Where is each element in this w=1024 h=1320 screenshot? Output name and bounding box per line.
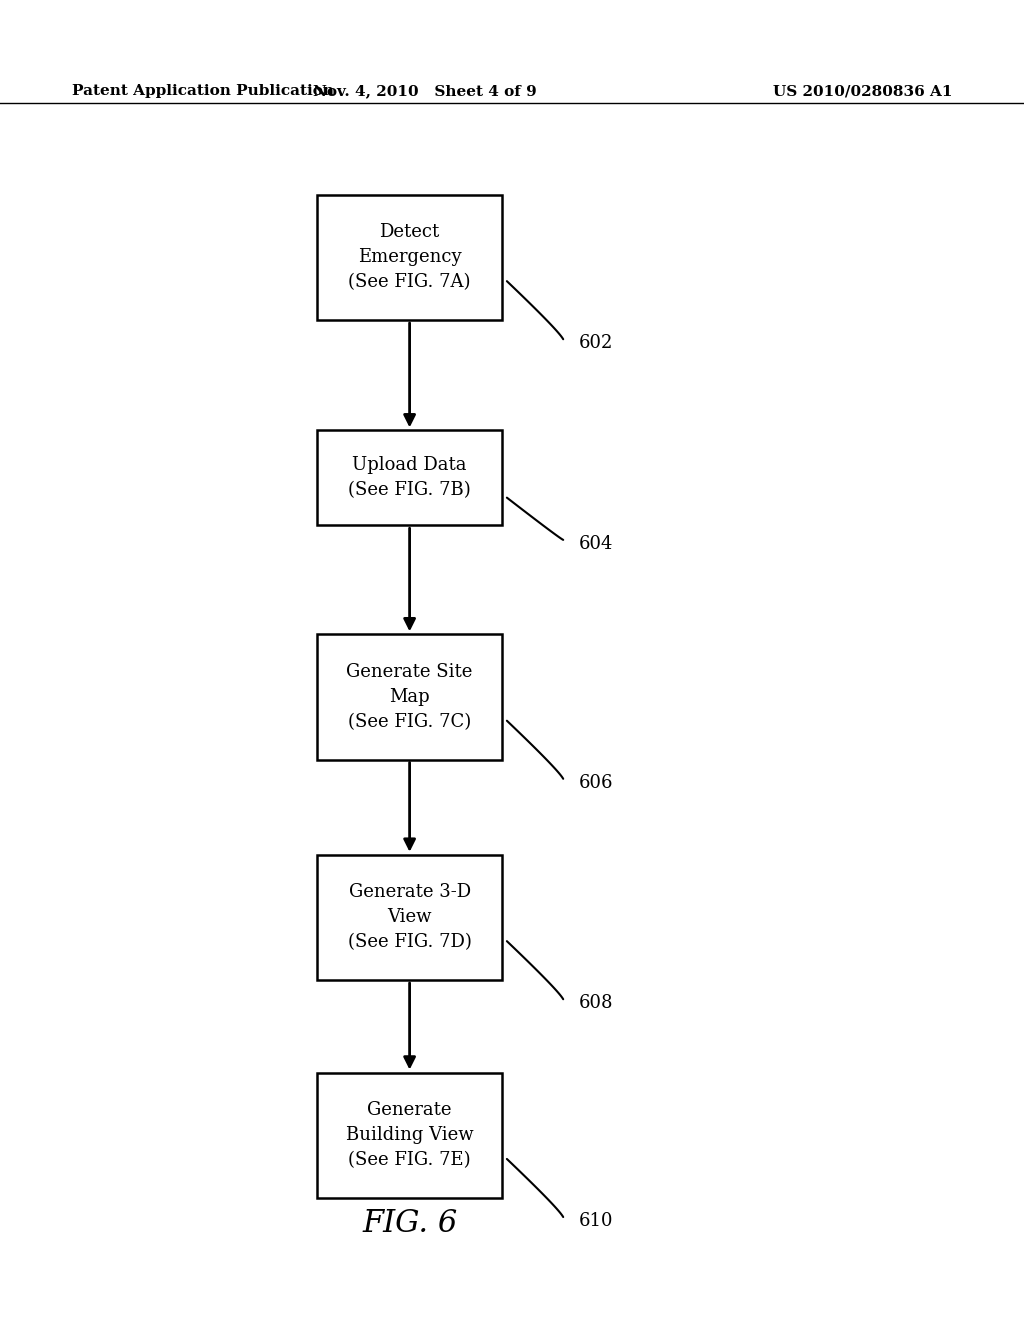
Text: Generate 3-D
View
(See FIG. 7D): Generate 3-D View (See FIG. 7D): [348, 883, 471, 952]
Text: 604: 604: [579, 535, 613, 553]
FancyBboxPatch shape: [317, 855, 502, 979]
Text: 602: 602: [579, 334, 613, 352]
Text: Generate
Building View
(See FIG. 7E): Generate Building View (See FIG. 7E): [346, 1101, 473, 1170]
FancyBboxPatch shape: [317, 635, 502, 759]
Text: Nov. 4, 2010   Sheet 4 of 9: Nov. 4, 2010 Sheet 4 of 9: [313, 84, 537, 98]
FancyBboxPatch shape: [317, 195, 502, 319]
Text: Patent Application Publication: Patent Application Publication: [72, 84, 334, 98]
Text: US 2010/0280836 A1: US 2010/0280836 A1: [773, 84, 952, 98]
Text: 608: 608: [579, 994, 613, 1012]
Text: FIG. 6: FIG. 6: [361, 1208, 458, 1239]
Text: Detect
Emergency
(See FIG. 7A): Detect Emergency (See FIG. 7A): [348, 223, 471, 292]
Text: Generate Site
Map
(See FIG. 7C): Generate Site Map (See FIG. 7C): [346, 663, 473, 731]
Text: 610: 610: [579, 1212, 613, 1230]
FancyBboxPatch shape: [317, 430, 502, 525]
Text: Upload Data
(See FIG. 7B): Upload Data (See FIG. 7B): [348, 457, 471, 499]
Text: 606: 606: [579, 774, 613, 792]
FancyBboxPatch shape: [317, 1072, 502, 1199]
